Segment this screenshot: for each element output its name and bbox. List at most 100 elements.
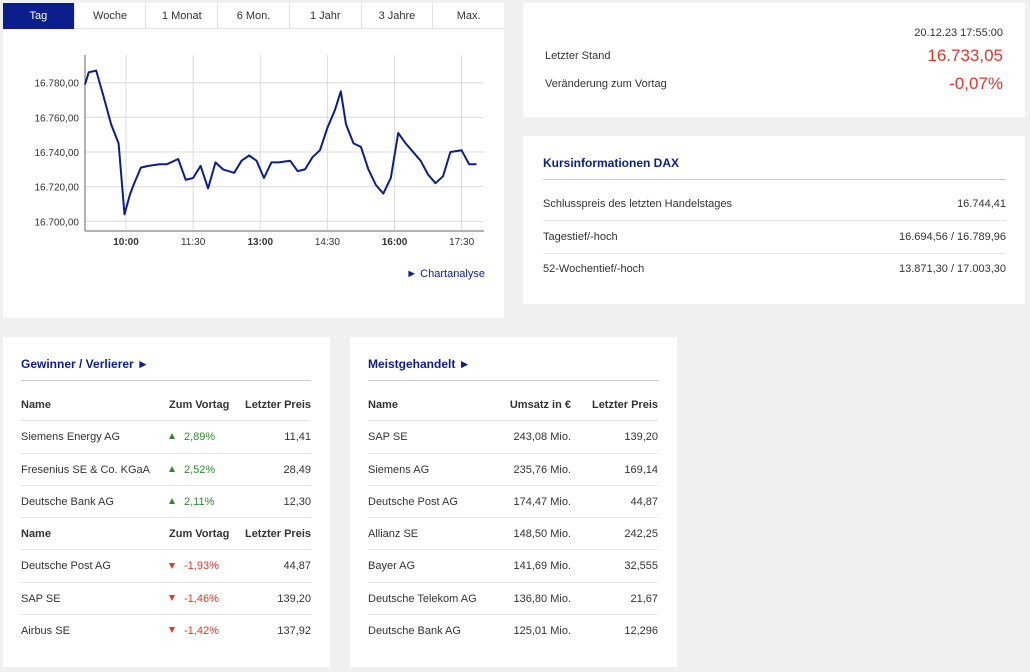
table-row[interactable]: Deutsche Bank AG 2,11% 12,30	[21, 486, 311, 519]
stock-volume: 174,47 Mio.	[513, 495, 571, 508]
table-row[interactable]: Siemens Energy AG 2,89% 11,41	[21, 421, 311, 454]
change-value: -1,93%	[184, 560, 219, 573]
gewinner-verlierer-panel: Gewinner / Verlierer ► Name Zum Vortag L…	[3, 337, 330, 667]
x-tick-label: 14:30	[315, 237, 340, 248]
table-row[interactable]: Deutsche Bank AG 125,01 Mio. 12,296	[368, 615, 658, 647]
stock-price: 12,30	[283, 495, 311, 508]
tab-1-jahr[interactable]: 1 Jahr	[290, 3, 362, 29]
column-header-name: Name	[368, 399, 398, 411]
table-row[interactable]: Allianz SE 148,50 Mio. 242,25	[368, 518, 658, 551]
stock-price: 242,25	[624, 528, 658, 541]
stock-price: 12,296	[624, 625, 658, 638]
info-row-value: 16.744,41	[957, 198, 1006, 210]
x-tick-label: 16:00	[382, 237, 408, 248]
most-traded-table: Name Umsatz in € Letzter Preis SAP SE 24…	[368, 389, 658, 647]
table-row[interactable]: SAP SE 243,08 Mio. 139,20	[368, 421, 658, 454]
x-tick-label: 11:30	[181, 237, 206, 248]
quote-panel: 20.12.23 17:55:00 Letzter Stand 16.733,0…	[523, 3, 1025, 117]
quote-datetime: 20.12.23 17:55:00	[914, 27, 1003, 39]
tab-3-jahre[interactable]: 3 Jahre	[362, 3, 434, 29]
tab-6-mon[interactable]: 6 Mon.	[218, 3, 290, 29]
stock-name: Deutsche Telekom AG	[368, 592, 477, 605]
column-header-price: Letzter Preis	[244, 528, 311, 541]
stock-price: 11,41	[284, 431, 311, 444]
stock-price: 169,14	[624, 463, 658, 476]
intraday-line-chart: 16.780,00 16.760,00 16.740,00 16.720,00 16.7…	[35, 55, 484, 248]
arrow-down-icon	[169, 562, 175, 569]
table-row[interactable]: Deutsche Post AG 174,47 Mio. 44,87	[368, 486, 658, 519]
table-row[interactable]: Airbus SE -1,42% 137,92	[21, 615, 311, 647]
stock-price: 28,49	[283, 463, 311, 476]
table-row[interactable]: Siemens AG 235,76 Mio. 169,14	[368, 454, 658, 486]
stock-price: 44,87	[283, 560, 311, 573]
row-divider	[543, 253, 1006, 254]
table-row[interactable]: Deutsche Post AG -1,93% 44,87	[21, 550, 311, 583]
stock-name: Deutsche Post AG	[21, 560, 111, 573]
stock-price: 21,67	[630, 592, 658, 605]
change-value: -0,07%	[949, 74, 1003, 93]
gewinner-verlierer-link[interactable]: Gewinner / Verlierer ►	[21, 357, 149, 371]
chartanalyse-link[interactable]: ► Chartanalyse	[406, 268, 485, 280]
stock-volume: 243,08 Mio.	[513, 431, 571, 444]
tab-tag[interactable]: Tag	[3, 3, 75, 29]
stock-price: 139,20	[624, 431, 658, 444]
table-header-row: Name Umsatz in € Letzter Preis	[368, 389, 658, 422]
arrow-up-icon	[169, 497, 175, 504]
stock-change: -1,46%	[169, 583, 219, 615]
stock-change: -1,42%	[169, 615, 219, 647]
stock-price: 139,20	[277, 592, 311, 605]
arrow-up-icon	[169, 433, 175, 440]
tab-max[interactable]: Max.	[456, 10, 481, 22]
stock-price: 32,555	[624, 560, 658, 573]
info-row-label: Tagestief/-hoch	[543, 231, 618, 243]
stock-name: SAP SE	[368, 431, 408, 444]
info-row-label: Schlusspreis des letzten Handelstages	[543, 198, 732, 210]
arrow-down-icon	[169, 594, 175, 601]
gainers-table: Name Zum Vortag Letzter Preis Siemens En…	[21, 389, 311, 647]
column-header-change: Zum Vortag	[169, 399, 230, 411]
row-divider	[543, 220, 1006, 221]
tab-woche[interactable]: Woche	[75, 3, 147, 29]
column-header-name: Name	[21, 399, 51, 411]
change-value: 2,89%	[184, 431, 216, 444]
x-tick-label: 17:30	[449, 237, 474, 248]
column-header-price: Letzter Preis	[244, 399, 311, 411]
stock-price: 137,92	[277, 625, 311, 638]
meistgehandelt-link[interactable]: Meistgehandelt ►	[368, 357, 471, 371]
dax-price-line	[84, 69, 477, 216]
change-value: -1,46%	[184, 592, 219, 605]
meistgehandelt-panel: Meistgehandelt ► Name Umsatz in € Letzte…	[350, 337, 677, 667]
stock-name: Allianz SE	[368, 528, 419, 541]
y-tick-label: 16.720,00	[35, 183, 80, 194]
stock-volume: 136,80 Mio.	[513, 592, 571, 605]
stock-price: 44,87	[630, 495, 658, 508]
last-price-label: Letzter Stand	[545, 50, 611, 62]
change-value: 2,52%	[184, 463, 216, 476]
table-row[interactable]: Fresenius SE & Co. KGaA 2,52% 28,49	[21, 454, 311, 486]
x-tick-label: 13:00	[247, 237, 273, 248]
title-divider	[21, 380, 311, 381]
chart-panel: Tag Woche 1 Monat 6 Mon. 1 Jahr 3 Jahre …	[3, 3, 504, 318]
stock-name: Siemens AG	[368, 463, 430, 476]
title-divider	[543, 179, 1006, 180]
table-row[interactable]: Bayer AG 141,69 Mio. 32,555	[368, 550, 658, 583]
stock-name: Deutsche Post AG	[368, 495, 458, 508]
stock-volume: 125,01 Mio.	[513, 625, 571, 638]
y-tick-label: 16.760,00	[35, 113, 80, 124]
change-label: Veränderung zum Vortag	[545, 78, 667, 90]
tab-1-monat[interactable]: 1 Monat	[146, 3, 219, 29]
table-row[interactable]: SAP SE -1,46% 139,20	[21, 583, 311, 616]
change-value: -1,42%	[184, 625, 219, 638]
stock-change: 2,52%	[169, 454, 215, 486]
info-row-value: 16.694,56 / 16.789,96	[898, 231, 1006, 243]
chart-period-tabs: Tag Woche 1 Monat 6 Mon. 1 Jahr 3 Jahre …	[3, 3, 504, 29]
change-value: 2,11%	[184, 495, 215, 508]
table-header-row: Name Zum Vortag Letzter Preis	[21, 518, 311, 551]
arrow-down-icon	[169, 627, 175, 634]
column-header-price: Letzter Preis	[591, 399, 658, 411]
table-header-row: Name Zum Vortag Letzter Preis	[21, 389, 311, 422]
y-tick-label: 16.780,00	[35, 79, 80, 90]
stock-name: Bayer AG	[368, 560, 416, 573]
x-tick-label: 10:00	[113, 237, 139, 248]
table-row[interactable]: Deutsche Telekom AG 136,80 Mio. 21,67	[368, 583, 658, 616]
